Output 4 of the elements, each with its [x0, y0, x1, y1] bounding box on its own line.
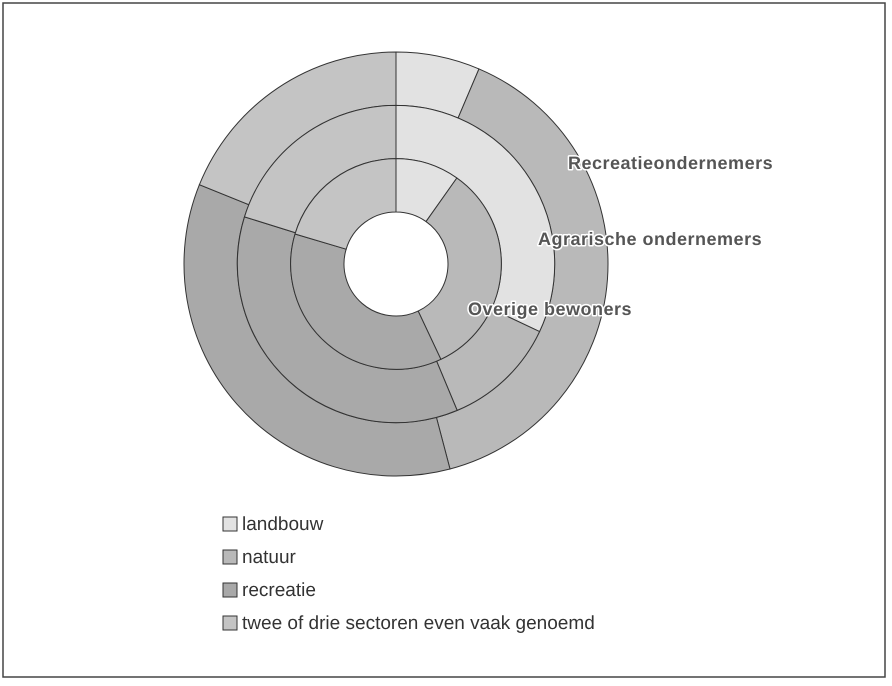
legend-label: natuur: [242, 547, 297, 568]
legend-label: recreatie: [242, 580, 316, 601]
legend-label: landbouw: [242, 514, 324, 535]
legend-label: twee of drie sectoren even vaak genoemd: [242, 613, 595, 634]
